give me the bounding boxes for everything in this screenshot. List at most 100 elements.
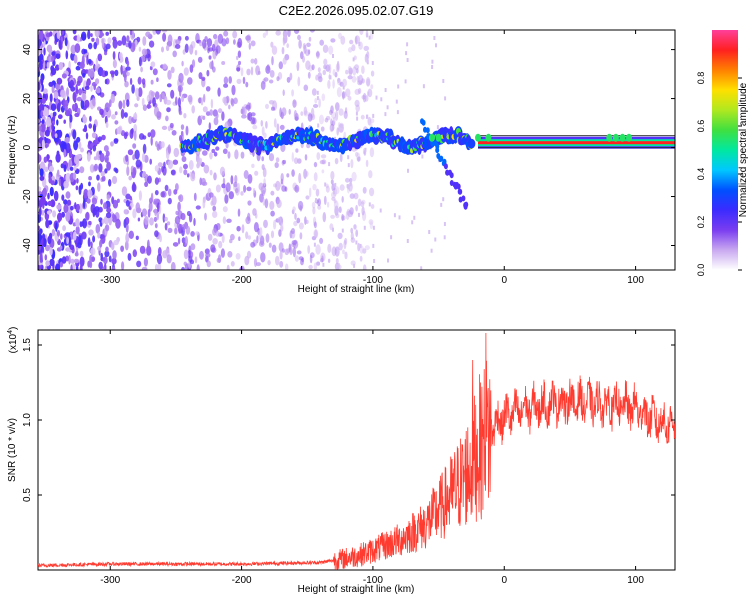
noise-cell	[286, 173, 290, 178]
snr-multiplier-base: (x10	[8, 333, 19, 353]
noise-cell	[355, 151, 359, 157]
noise-cell	[132, 208, 137, 219]
noise-cell	[129, 202, 134, 208]
noise-cell	[111, 114, 116, 120]
noise-cell	[361, 199, 366, 205]
noise-cell	[202, 39, 207, 49]
noise-cell	[52, 111, 57, 117]
noise-cell	[220, 248, 225, 258]
noise-cell	[323, 195, 327, 205]
noise-cell	[117, 40, 123, 46]
noise-cell	[314, 229, 318, 239]
noise-cell	[73, 54, 78, 64]
noise-cell	[313, 221, 317, 229]
noise-cell	[140, 66, 144, 73]
noise-cell	[317, 123, 320, 128]
noise-cell	[111, 175, 118, 185]
noise-cell	[195, 231, 200, 236]
noise-cell	[355, 229, 359, 237]
noise-cell	[232, 30, 238, 39]
noise-cell	[138, 56, 142, 67]
noise-cell	[293, 30, 300, 34]
noise-cell	[286, 43, 290, 48]
noise-cell	[131, 84, 135, 94]
noise-cell	[194, 256, 198, 264]
noise-cell	[48, 232, 53, 240]
noise-cell	[153, 216, 157, 222]
noise-cell	[296, 250, 302, 255]
noise-cell	[346, 208, 351, 216]
noise-cell	[390, 235, 393, 240]
band-cell	[439, 155, 444, 162]
noise-cell	[154, 208, 157, 216]
noise-cell	[222, 206, 228, 213]
noise-cell	[79, 256, 85, 267]
noise-cell	[361, 65, 365, 74]
noise-cell	[201, 76, 206, 82]
noise-cell	[69, 244, 75, 251]
noise-cell	[217, 87, 221, 97]
noise-cell	[99, 239, 103, 248]
noise-cell	[120, 108, 125, 119]
noise-cell	[215, 231, 221, 237]
noise-cell	[58, 129, 62, 139]
noise-cell	[115, 168, 119, 174]
noise-cell	[104, 250, 110, 258]
noise-cell	[79, 61, 85, 70]
noise-cell	[334, 246, 340, 257]
noise-cell	[110, 93, 116, 104]
noise-cell	[72, 231, 77, 241]
noise-cell	[72, 30, 77, 35]
noise-cell	[307, 71, 311, 79]
noise-cell	[49, 93, 53, 103]
noise-cell	[184, 236, 188, 246]
noise-cell	[108, 255, 112, 263]
noise-cell	[167, 34, 173, 45]
noise-cell	[161, 46, 164, 53]
noise-cell	[361, 78, 365, 84]
noise-cell	[305, 195, 310, 200]
noise-cell	[155, 30, 161, 35]
noise-cell	[78, 88, 83, 96]
noise-cell	[125, 199, 130, 207]
band-cell	[461, 195, 466, 202]
noise-cell	[221, 61, 226, 65]
noise-cell	[206, 260, 211, 268]
noise-cell	[313, 262, 318, 270]
noise-cell	[177, 97, 181, 108]
noise-cell	[75, 84, 78, 93]
noise-cell	[181, 60, 184, 67]
noise-cell	[213, 172, 217, 181]
noise-cell	[332, 54, 334, 58]
noise-cell	[363, 225, 366, 230]
noise-cell	[93, 41, 97, 50]
noise-cell	[172, 242, 179, 247]
noise-cell	[245, 231, 249, 240]
noise-cell	[107, 206, 111, 214]
noise-cell	[312, 206, 316, 215]
noise-cell	[265, 233, 270, 243]
noise-cell	[305, 219, 309, 224]
noise-cell	[333, 190, 335, 195]
spectrogram-signal-band	[179, 118, 675, 210]
noise-cell	[345, 177, 350, 183]
noise-cell	[252, 188, 256, 194]
noise-cell	[174, 227, 178, 235]
noise-cell	[162, 213, 166, 223]
noise-cell	[355, 111, 358, 116]
noise-cell	[113, 138, 119, 144]
noise-cell	[357, 80, 363, 86]
noise-cell	[222, 216, 227, 225]
noise-cell	[61, 194, 65, 201]
noise-cell	[357, 242, 361, 252]
noise-cell	[60, 233, 63, 240]
noise-cell	[161, 125, 168, 130]
noise-cell	[71, 153, 75, 164]
noise-cell	[160, 141, 165, 149]
noise-cell	[431, 59, 434, 64]
noise-cell	[355, 204, 358, 212]
noise-cell	[315, 244, 321, 255]
noise-cell	[238, 236, 241, 241]
noise-cell	[165, 44, 170, 52]
noise-cell	[200, 97, 204, 106]
